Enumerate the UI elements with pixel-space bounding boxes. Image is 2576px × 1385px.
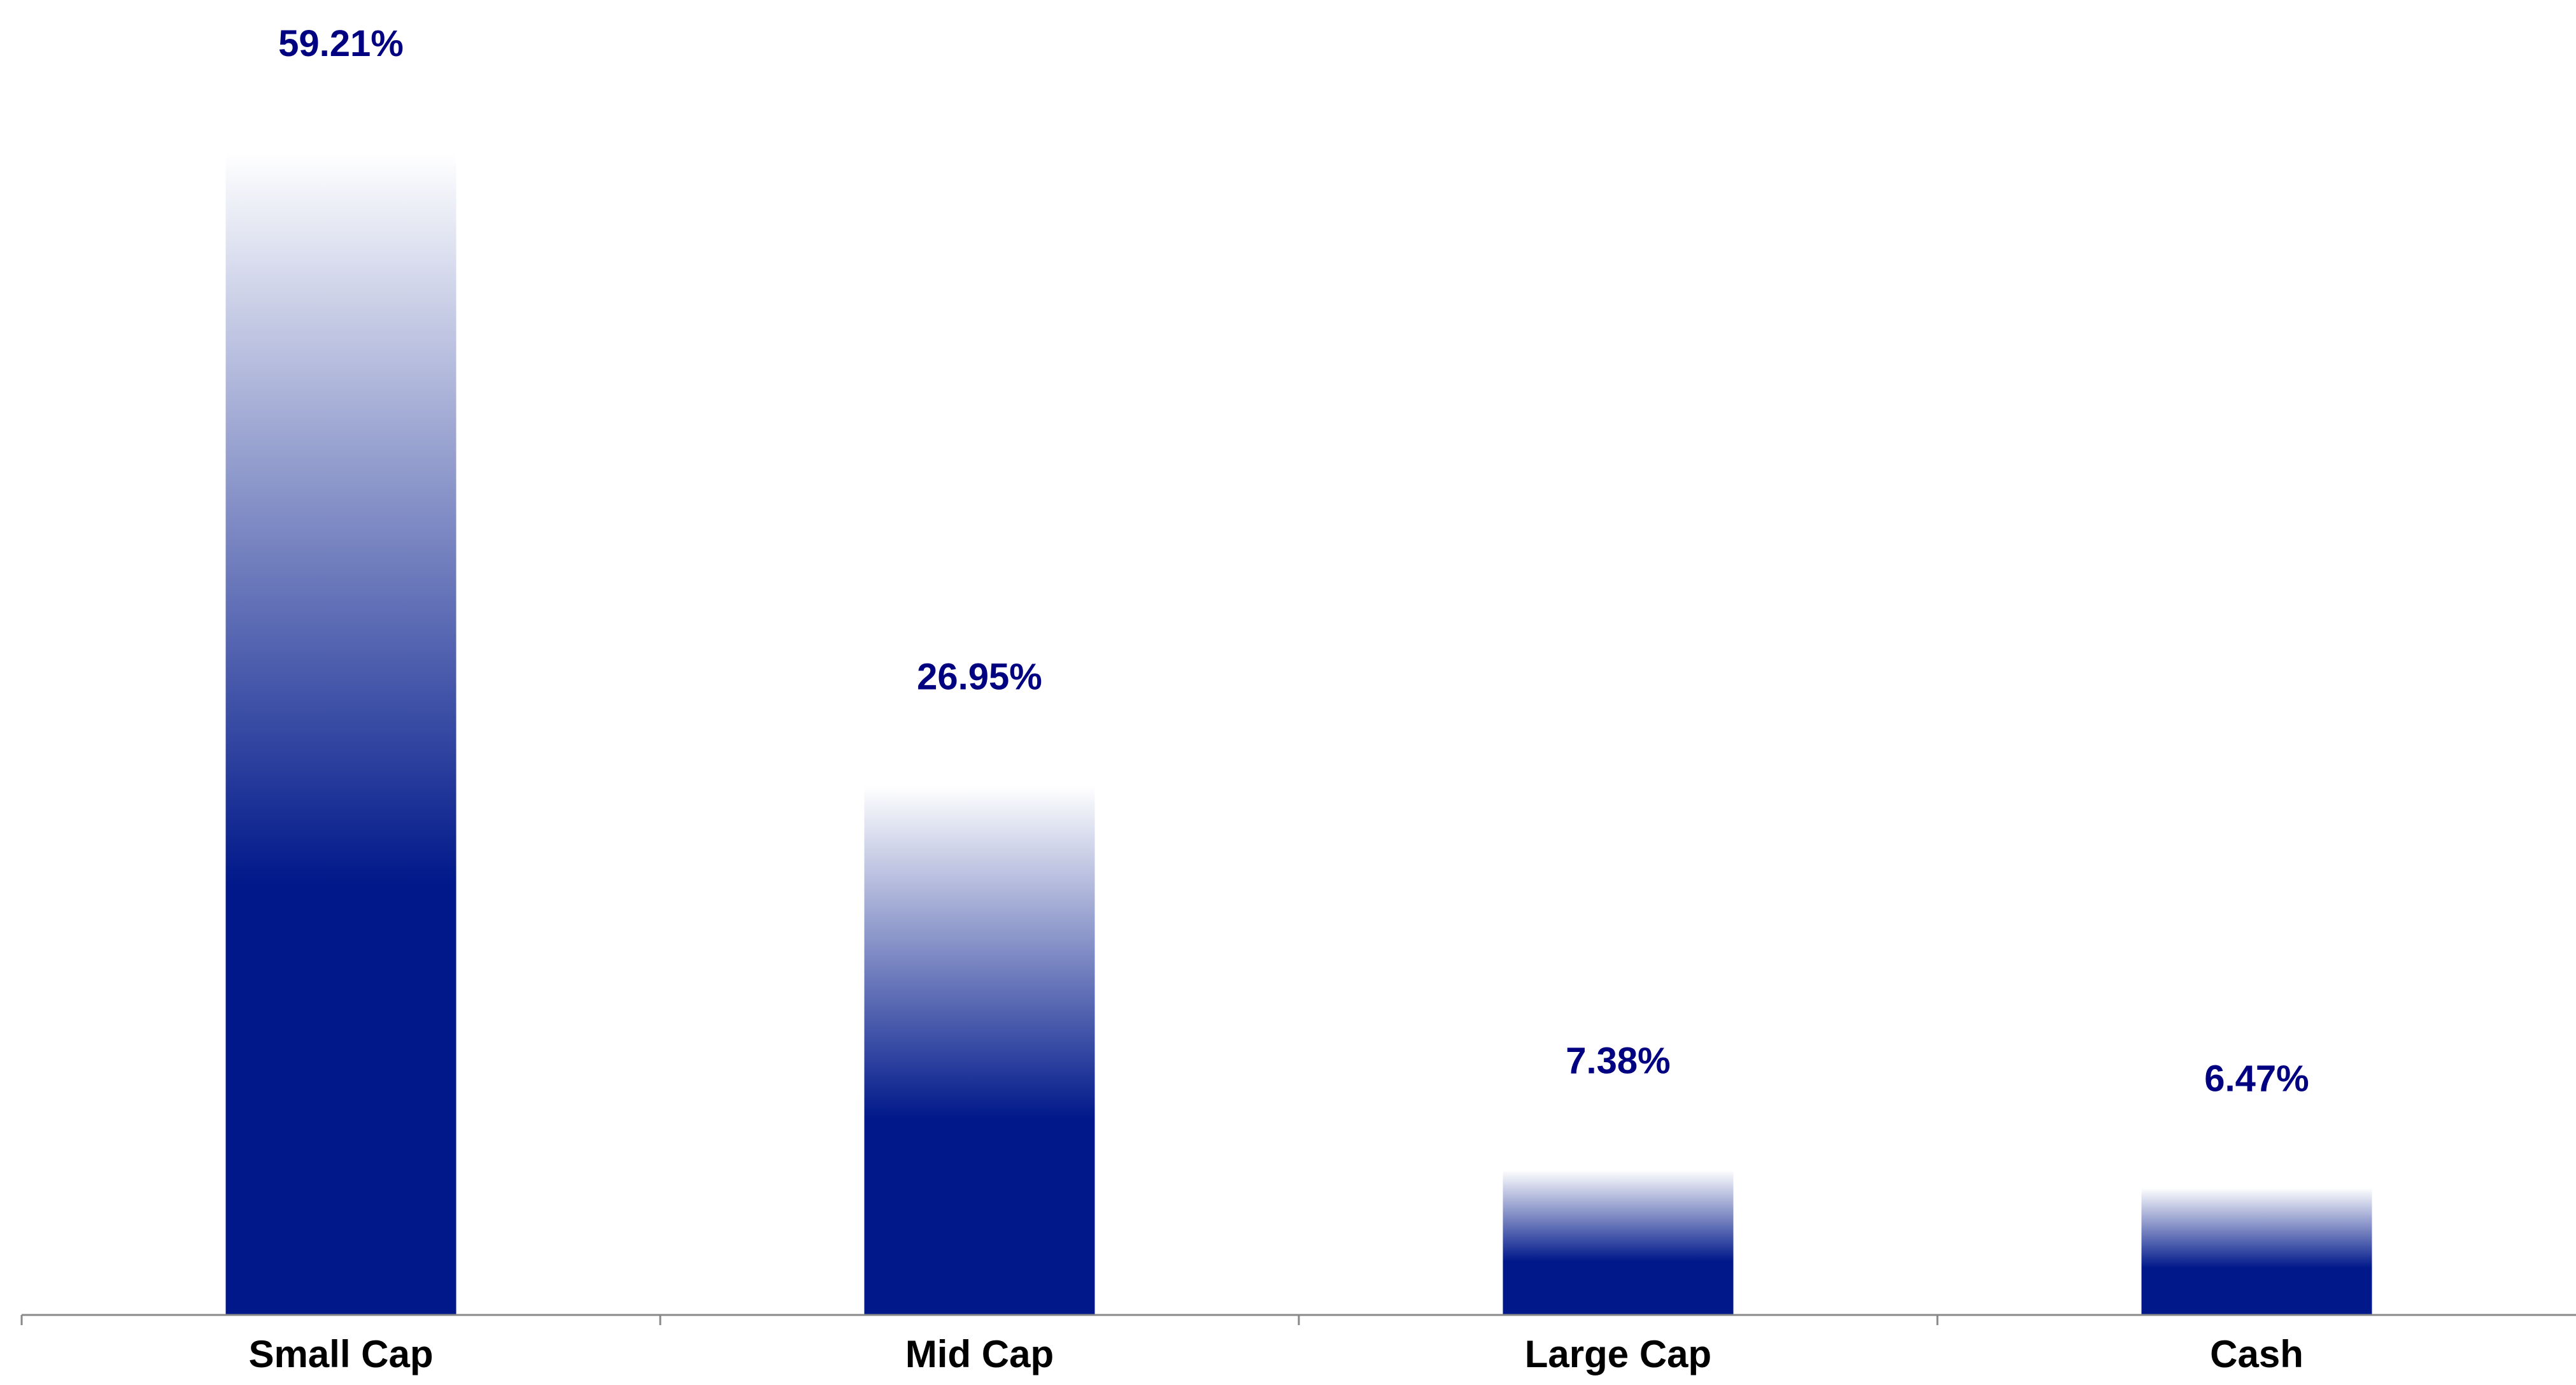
bar-mid-cap bbox=[864, 786, 1095, 1315]
data-labels-layer: 59.21% 26.95% 7.38% 6.47% bbox=[278, 23, 2309, 1100]
category-label: Large Cap bbox=[1525, 1333, 1711, 1375]
x-axis bbox=[20, 1314, 2576, 1325]
bar-cash bbox=[2141, 1188, 2372, 1315]
data-label: 6.47% bbox=[2204, 1058, 2309, 1100]
tick-labels-layer: Small Cap Mid Cap Large Cap Cash bbox=[248, 1333, 2303, 1375]
category-label: Mid Cap bbox=[905, 1333, 1054, 1375]
bars-layer bbox=[225, 153, 2372, 1315]
data-label: 59.21% bbox=[278, 23, 404, 64]
category-label: Cash bbox=[2210, 1333, 2304, 1375]
bar-large-cap bbox=[1503, 1170, 1734, 1315]
data-label: 26.95% bbox=[917, 656, 1042, 697]
data-label: 7.38% bbox=[1566, 1041, 1670, 1082]
category-label: Small Cap bbox=[248, 1333, 433, 1375]
bar-small-cap bbox=[225, 153, 456, 1315]
